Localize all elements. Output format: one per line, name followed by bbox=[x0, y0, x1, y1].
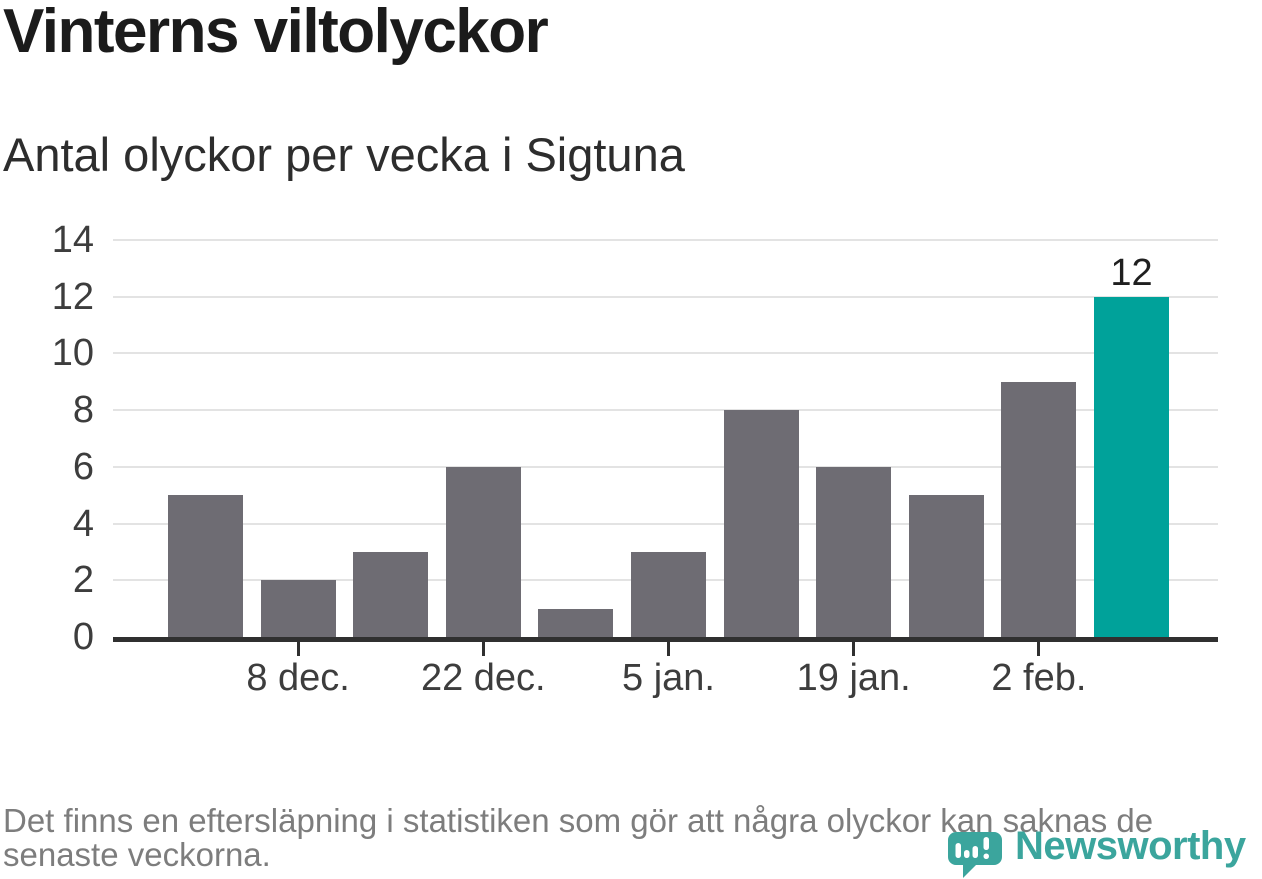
footer-note: Det finns en eftersläpning i statistiken… bbox=[3, 802, 1154, 873]
y-axis-tick-label: 2 bbox=[72, 559, 94, 602]
y-axis-tick-label: 12 bbox=[51, 275, 94, 318]
newsworthy-logo: Newsworthy bbox=[945, 816, 1260, 878]
bar bbox=[445, 466, 521, 637]
gridline-y-12 bbox=[113, 295, 1218, 298]
y-axis-tick-label: 0 bbox=[72, 616, 94, 658]
bar bbox=[816, 466, 892, 637]
y-axis-tick-label: 8 bbox=[72, 389, 94, 432]
bar-value-label: 12 bbox=[1110, 251, 1153, 294]
speech-bubble-bar-chart-icon bbox=[948, 832, 1002, 878]
y-axis-tick-label: 6 bbox=[72, 445, 94, 488]
chart-title: Vinterns viltolyckor bbox=[3, 0, 549, 66]
x-axis-tick-label: 22 dec. bbox=[420, 657, 546, 699]
x-axis-tick bbox=[481, 642, 485, 656]
bar bbox=[353, 551, 429, 637]
x-axis-tick-label: 2 feb. bbox=[991, 657, 1087, 699]
x-axis-tick bbox=[667, 642, 670, 656]
x-axis-tick bbox=[852, 642, 856, 656]
bar bbox=[168, 495, 243, 637]
x-axis-tick-label: 5 jan. bbox=[622, 657, 715, 699]
gridline-y-4 bbox=[113, 522, 1218, 525]
bar bbox=[631, 551, 706, 637]
bar-highlighted bbox=[1094, 296, 1169, 637]
gridline-y-10 bbox=[113, 352, 1218, 355]
chart-subtitle: Antal olyckor per vecka i Sigtuna bbox=[3, 128, 685, 181]
bar bbox=[908, 495, 984, 637]
y-axis-tick-label: 10 bbox=[51, 332, 94, 375]
newsworthy-wordmark: Newsworthy bbox=[1015, 824, 1246, 868]
bar bbox=[538, 608, 614, 637]
bar bbox=[1001, 381, 1077, 637]
x-axis-line bbox=[113, 637, 1218, 642]
bar bbox=[260, 580, 336, 637]
gridline-y-6 bbox=[113, 465, 1218, 468]
gridline-y-14 bbox=[113, 238, 1218, 241]
gridline-y-8 bbox=[113, 409, 1218, 412]
y-axis-tick-label: 14 bbox=[51, 218, 94, 261]
x-axis-tick bbox=[1037, 642, 1041, 656]
x-axis-tick-label: 8 dec. bbox=[246, 657, 350, 699]
x-axis-tick bbox=[296, 642, 300, 656]
x-axis-tick-label: 19 jan. bbox=[796, 657, 911, 699]
y-axis-tick-label: 4 bbox=[72, 502, 94, 545]
bar bbox=[723, 410, 799, 637]
